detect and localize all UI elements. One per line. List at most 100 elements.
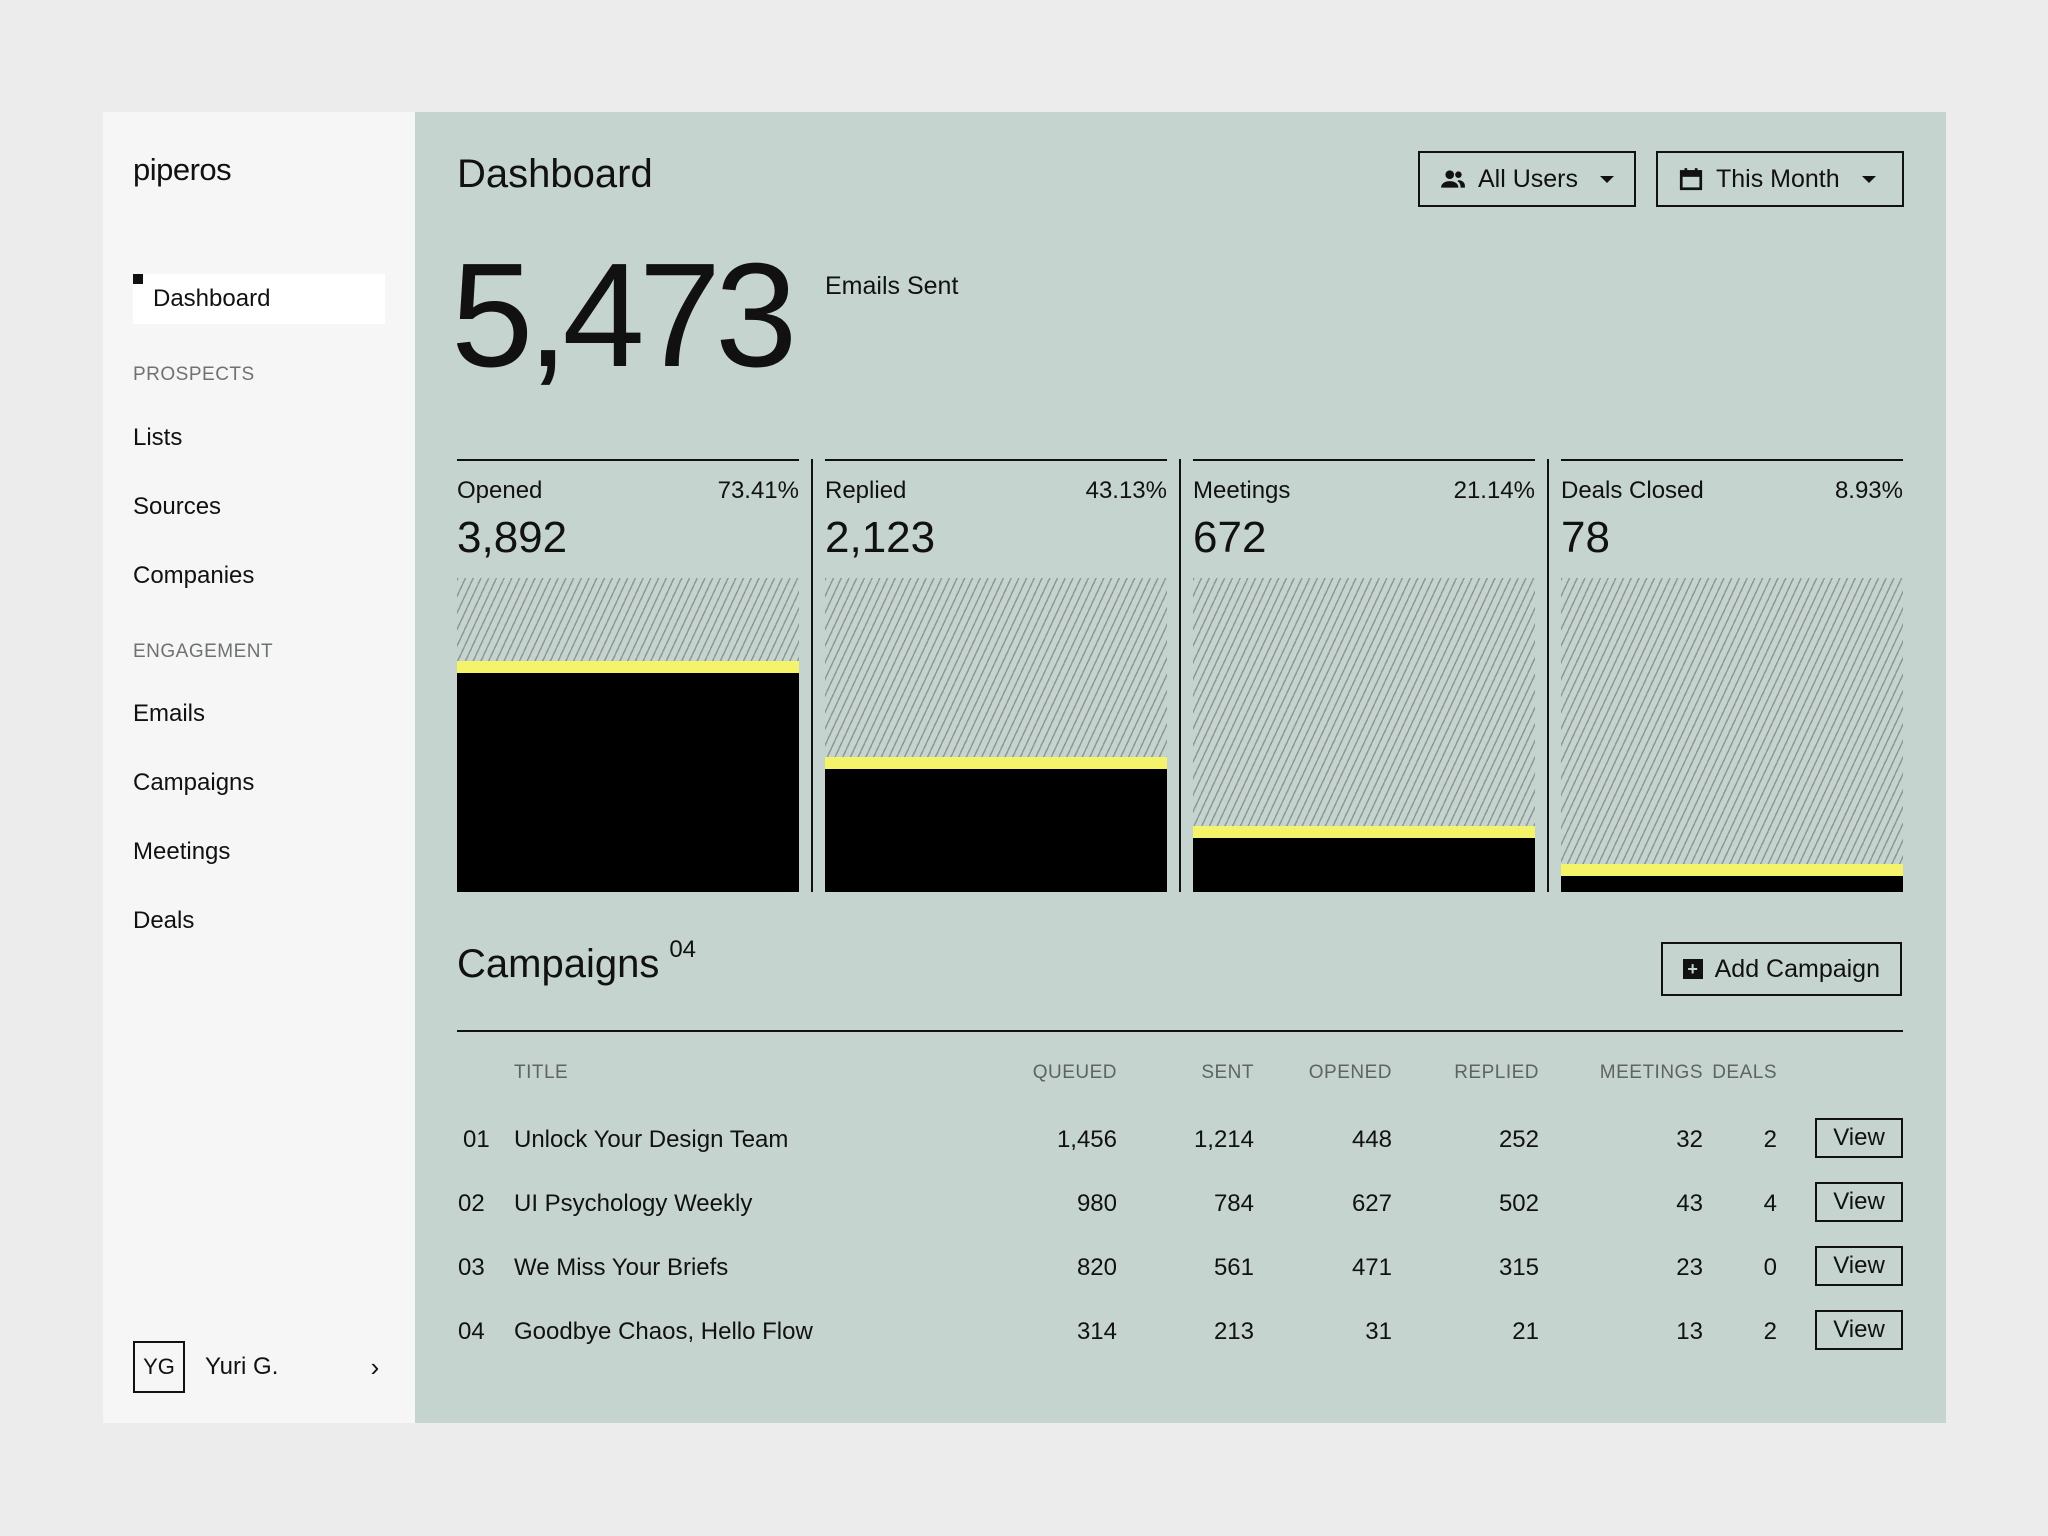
sidebar-item-lists[interactable]: Lists: [133, 424, 183, 451]
row-number: 03: [458, 1254, 485, 1281]
funnel-card-meetings: Meetings 21.14% 672: [1193, 459, 1535, 892]
card-divider: [811, 459, 813, 892]
replied-value: 21: [1512, 1318, 1539, 1345]
table-row[interactable]: 01 Unlock Your Design Team 1,456 1,214 4…: [457, 1118, 1903, 1162]
row-number: 01: [463, 1126, 490, 1153]
sidebar-item-dashboard[interactable]: Dashboard: [133, 274, 385, 324]
row-number: 04: [458, 1318, 485, 1345]
add-campaign-button[interactable]: + Add Campaign: [1660, 942, 1902, 996]
sidebar-item-deals[interactable]: Deals: [133, 907, 195, 934]
user-menu[interactable]: YG Yuri G. ›: [133, 1341, 385, 1393]
queued-value: 980: [1076, 1190, 1117, 1217]
col-header-deals[interactable]: DEALS: [1712, 1062, 1777, 1083]
sidebar-section-engagement: ENGAGEMENT: [133, 641, 274, 662]
funnel-bar-fill: [1193, 826, 1535, 892]
queued-value: 314: [1076, 1318, 1117, 1345]
funnel-label: Deals Closed: [1561, 477, 1704, 504]
sidebar-section-prospects: PROSPECTS: [133, 364, 255, 385]
sidebar-item-sources[interactable]: Sources: [133, 493, 222, 520]
col-header-meetings[interactable]: MEETINGS: [1599, 1062, 1703, 1083]
caret-down-icon: [1861, 175, 1876, 183]
avatar: YG: [133, 1341, 185, 1393]
deals-value: 2: [1763, 1126, 1777, 1153]
deals-value: 2: [1763, 1318, 1777, 1345]
divider: [457, 1030, 1903, 1032]
funnel-value: 2,123: [825, 513, 936, 562]
sidebar: piperos Dashboard PROSPECTS Lists Source…: [103, 112, 415, 1423]
funnel-card-deals-closed: Deals Closed 8.93% 78: [1561, 459, 1903, 892]
add-campaign-label: Add Campaign: [1714, 954, 1880, 983]
campaign-title: We Miss Your Briefs: [514, 1254, 729, 1281]
funnel-percent: 73.41%: [717, 477, 799, 504]
view-button[interactable]: View: [1815, 1246, 1903, 1286]
queued-value: 820: [1076, 1254, 1117, 1281]
users-filter-label: All Users: [1478, 164, 1579, 193]
queued-value: 1,456: [1056, 1126, 1117, 1153]
app-logo[interactable]: piperos: [133, 152, 232, 187]
plus-icon: +: [1682, 959, 1703, 979]
funnel-label: Meetings: [1193, 477, 1291, 504]
users-filter-dropdown[interactable]: All Users: [1418, 151, 1636, 207]
view-button[interactable]: View: [1815, 1118, 1903, 1158]
funnel-percent: 21.14%: [1453, 477, 1535, 504]
funnel-card-replied: Replied 43.13% 2,123: [825, 459, 1167, 892]
sidebar-item-meetings[interactable]: Meetings: [133, 838, 231, 865]
meetings-value: 32: [1676, 1126, 1703, 1153]
funnel-value: 78: [1561, 513, 1610, 562]
emails-sent-label: Emails Sent: [825, 272, 959, 300]
col-header-title[interactable]: TITLE: [514, 1062, 569, 1083]
replied-value: 315: [1498, 1254, 1539, 1281]
funnel-percent: 8.93%: [1834, 477, 1903, 504]
table-row[interactable]: 03 We Miss Your Briefs 820 561 471 315 2…: [457, 1246, 1903, 1290]
campaigns-count: 04: [669, 936, 697, 963]
funnel-value: 672: [1193, 513, 1267, 562]
col-header-queued[interactable]: QUEUED: [1032, 1062, 1117, 1083]
view-button[interactable]: View: [1815, 1310, 1903, 1350]
replied-value: 502: [1498, 1190, 1539, 1217]
funnel-card-opened: Opened 73.41% 3,892: [457, 459, 799, 892]
period-filter-dropdown[interactable]: This Month: [1656, 151, 1904, 207]
meetings-value: 13: [1676, 1318, 1703, 1345]
view-button[interactable]: View: [1815, 1182, 1903, 1222]
funnel-bar-track: [825, 578, 1167, 892]
app-window: piperos Dashboard PROSPECTS Lists Source…: [103, 112, 1946, 1423]
campaigns-heading: Campaigns 04: [457, 936, 696, 987]
sidebar-item-campaigns[interactable]: Campaigns: [133, 769, 255, 796]
opened-value: 31: [1365, 1318, 1392, 1345]
col-header-replied[interactable]: REPLIED: [1454, 1062, 1539, 1083]
page-title: Dashboard: [457, 152, 653, 196]
funnel-bar-track: [457, 578, 799, 892]
campaign-title: UI Psychology Weekly: [514, 1190, 753, 1217]
opened-value: 471: [1351, 1254, 1392, 1281]
funnel-bar-fill: [457, 661, 799, 892]
sidebar-item-emails[interactable]: Emails: [133, 700, 206, 727]
sent-value: 561: [1213, 1254, 1254, 1281]
table-row[interactable]: 04 Goodbye Chaos, Hello Flow 314 213 31 …: [457, 1310, 1903, 1354]
caret-down-icon: [1600, 175, 1614, 183]
active-marker: [133, 274, 143, 284]
col-header-sent[interactable]: SENT: [1201, 1062, 1254, 1083]
users-icon: [1441, 170, 1465, 188]
user-name: Yuri G.: [205, 1353, 279, 1380]
campaigns-title: Campaigns: [457, 942, 660, 986]
row-number: 02: [458, 1190, 485, 1217]
deals-value: 4: [1763, 1190, 1777, 1217]
funnel-chart: Opened 73.41% 3,892 Replied 43.13% 2,123…: [457, 459, 1903, 892]
deals-value: 0: [1763, 1254, 1777, 1281]
calendar-icon: [1679, 168, 1703, 191]
sidebar-item-companies[interactable]: Companies: [133, 562, 255, 589]
col-header-opened[interactable]: OPENED: [1308, 1062, 1392, 1083]
period-filter-label: This Month: [1716, 164, 1840, 193]
card-divider: [1547, 459, 1549, 892]
meetings-value: 43: [1676, 1190, 1703, 1217]
sidebar-item-label: Dashboard: [153, 285, 271, 312]
funnel-value: 3,892: [457, 513, 568, 562]
funnel-percent: 43.13%: [1085, 477, 1167, 504]
table-row[interactable]: 02 UI Psychology Weekly 980 784 627 502 …: [457, 1182, 1903, 1226]
funnel-bar-track: [1193, 578, 1535, 892]
chevron-right-icon: ›: [370, 1351, 380, 1382]
meetings-value: 23: [1676, 1254, 1703, 1281]
emails-sent-value: 5,473: [451, 233, 797, 398]
card-divider: [1179, 459, 1181, 892]
funnel-label: Replied: [825, 477, 907, 504]
